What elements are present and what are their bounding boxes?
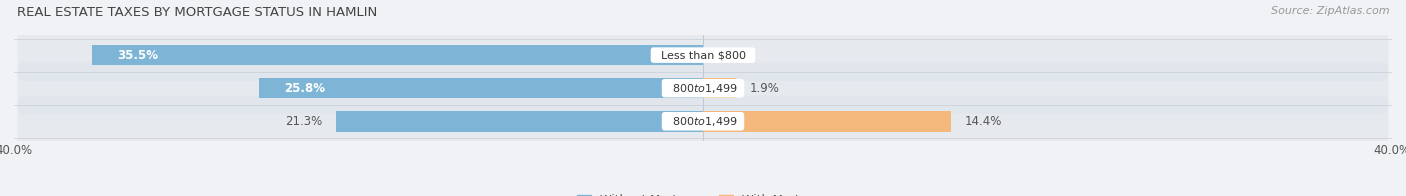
Bar xyxy=(703,78,735,98)
FancyBboxPatch shape xyxy=(17,29,1389,81)
Text: REAL ESTATE TAXES BY MORTGAGE STATUS IN HAMLIN: REAL ESTATE TAXES BY MORTGAGE STATUS IN … xyxy=(17,6,377,19)
Bar xyxy=(91,45,703,65)
Text: 14.4%: 14.4% xyxy=(965,115,1002,128)
Bar xyxy=(336,111,703,132)
Legend: Without Mortgage, With Mortgage: Without Mortgage, With Mortgage xyxy=(572,189,834,196)
Text: $800 to $1,499: $800 to $1,499 xyxy=(665,82,741,95)
FancyBboxPatch shape xyxy=(17,62,1389,114)
Text: 35.5%: 35.5% xyxy=(117,49,159,62)
Text: $800 to $1,499: $800 to $1,499 xyxy=(665,115,741,128)
Text: 1.9%: 1.9% xyxy=(749,82,779,95)
Bar xyxy=(259,78,703,98)
Text: 0.0%: 0.0% xyxy=(717,49,747,62)
Text: Source: ZipAtlas.com: Source: ZipAtlas.com xyxy=(1271,6,1389,16)
Text: 21.3%: 21.3% xyxy=(285,115,322,128)
Bar xyxy=(703,111,950,132)
FancyBboxPatch shape xyxy=(17,95,1389,147)
Text: Less than $800: Less than $800 xyxy=(654,50,752,60)
Text: 25.8%: 25.8% xyxy=(284,82,325,95)
